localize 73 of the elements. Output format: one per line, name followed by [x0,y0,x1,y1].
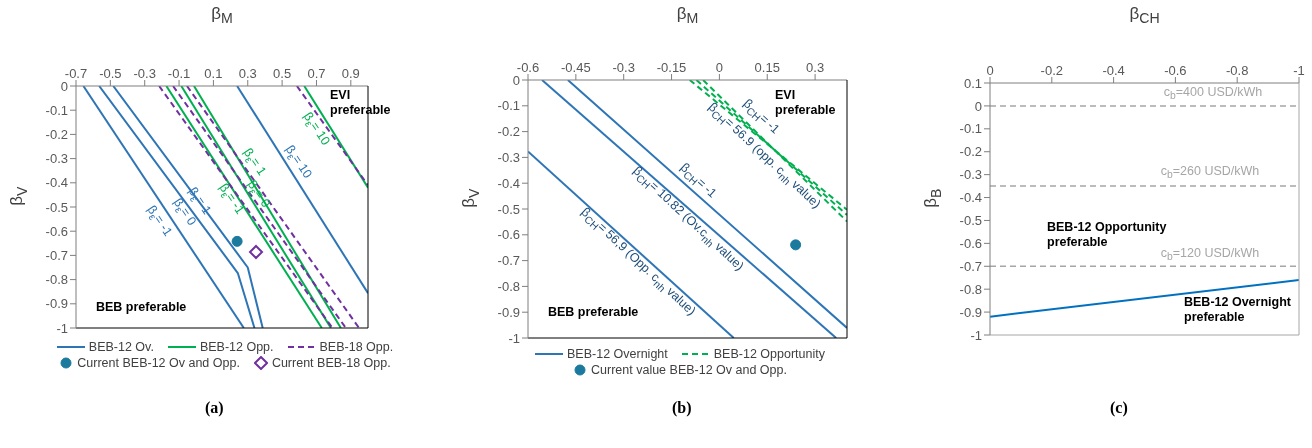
x-tick-label: 0.7 [307,66,326,81]
text: (c) [1110,399,1128,416]
y-tick-label: -0.6 [45,223,68,239]
y-tick-label: -0.7 [497,253,520,269]
y-tick-label: -0.5 [45,199,68,215]
y-tick-label: -0.9 [959,304,982,320]
y-tick-label: -1 [56,320,68,336]
y-tick-label: -0.7 [45,248,68,264]
y-tick-label: -0.8 [497,279,520,295]
annotation: c$_{b}$=260 USD/kWh [1160,163,1260,183]
y-tick-label: -0.1 [959,121,982,137]
y-tick-label: -0.8 [959,281,982,297]
annotation: EVI preferable [330,88,391,118]
x-tick-label: -0.3 [612,60,635,75]
legend-label: BEB-12 Opp. [199,340,274,354]
x-tick-label: -0.6 [1164,63,1187,78]
y-tick-label: -0.6 [959,235,982,251]
text: (b) [672,399,692,416]
annotation: BEB preferable [548,305,639,320]
legend-label: Current value BEB-12 Ov and Opp. [591,363,787,377]
x-tick-label: 0 [715,60,724,75]
annotation: BEB preferable [96,300,187,315]
x-tick-label: 0.9 [341,66,360,81]
y-tick-label: -0.2 [959,144,982,160]
x-tick-label: 0.3 [238,66,257,81]
annotation: BEB-12 Overnight preferable [1184,295,1292,325]
y-tick-label: -0.3 [497,150,520,166]
y-tick-label: -0.4 [497,175,520,191]
x-tick-label: -0.1 [167,66,191,81]
y-tick-label: -0.3 [959,167,982,183]
y-tick-label: 0 [60,78,68,94]
legend-label: BEB-18 Opp. [319,340,394,354]
x-tick-label: -0.5 [99,66,122,81]
y-tick-label: -0.5 [497,201,520,217]
x-tick-label: 0.5 [273,66,292,81]
y-tick-label: -1 [970,327,982,343]
x-tick-label: -0.4 [1102,63,1125,78]
x-tick-label: -0.8 [1226,63,1249,78]
annotation: c$_{b}$=400 USD/kWh [1163,84,1263,104]
y-tick-label: -0.4 [959,190,982,206]
x-tick-label: -0.2 [1040,63,1063,78]
text: (a) [205,399,224,416]
y-tick-label: -0.5 [959,213,982,229]
y-tick-label: 0 [974,98,982,114]
x-tick-label: 0.15 [754,60,780,75]
x-tick-label: -1 [1293,63,1305,78]
annotation: EVI preferable [775,88,837,118]
y-tick-label: -0.9 [497,304,520,320]
y-tick-label: -1 [508,330,520,346]
y-tick-label: -0.3 [45,151,68,167]
legend-label: BEB-12 Ov. [88,340,154,354]
x-tick-label: -0.3 [133,66,156,81]
y-tick-label: -0.2 [497,124,520,140]
x-tick-label: -0.15 [656,60,687,75]
legend-label: Current BEB-12 Ov and Opp. [77,356,240,370]
x-tick-label: 0.1 [204,66,223,81]
y-tick-label: -0.9 [45,296,68,312]
x-axis-title: β$_{M}$ [675,4,700,27]
x-axis-title: β$_{CH}$ [1128,4,1161,27]
y-tick-label: -0.6 [497,227,520,243]
x-axis-title: β$_{M}$ [210,4,234,27]
y-tick-label: -0.1 [497,98,520,114]
legend-label: BEB-12 Opportunity [713,347,825,361]
x-tick-label: -0.45 [561,60,591,75]
y-tick-label: -0.7 [959,258,982,274]
y-tick-label: -0.4 [45,175,68,191]
legend-label: BEB-12 Overnight [567,347,668,361]
y-tick-label: -0.1 [45,102,68,118]
x-tick-label: 0 [986,63,994,78]
y-tick-label: -0.8 [45,272,68,288]
legend-label: Current BEB-18 Opp. [271,356,391,370]
x-tick-label: 0.3 [806,60,825,75]
y-tick-label: -0.2 [45,127,68,143]
